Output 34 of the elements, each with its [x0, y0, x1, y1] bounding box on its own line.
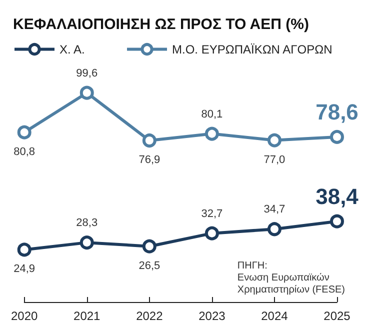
chart-title: ΚΕΦΑΛΑΙΟΠΟΙΗΣΗ ΩΣ ΠΡΟΣ ΤΟ ΑΕΠ (%) [13, 16, 309, 33]
data-label: 24,9 [14, 263, 36, 276]
legend-label: Μ.Ο. ΕΥΡΩΠΑΪΚΩΝ ΑΓΟΡΩΝ [172, 42, 332, 56]
data-label: 99,6 [76, 67, 98, 80]
data-label: 80,1 [201, 108, 223, 120]
x-tick-label: 2022 [136, 309, 164, 323]
point [204, 126, 219, 141]
data-label: 77,0 [264, 154, 286, 166]
point [267, 133, 282, 148]
data-label: 76,9 [138, 154, 160, 166]
point [330, 214, 344, 228]
point [330, 130, 344, 144]
x-tick-label: 2025 [324, 309, 351, 323]
x-tick-label: 2024 [261, 309, 288, 323]
point [142, 239, 156, 254]
x-tick-label: 2023 [198, 309, 226, 323]
data-label: 26,5 [138, 260, 160, 272]
point [80, 86, 94, 100]
data-label: 38,4 [316, 184, 360, 209]
data-label: 80,8 [14, 146, 36, 158]
point [17, 125, 32, 140]
data-label: 78,6 [316, 99, 358, 124]
point [142, 134, 156, 148]
data-label: 32,7 [201, 208, 223, 220]
x-tick-label: 2020 [10, 309, 38, 323]
data-label: 34,7 [264, 204, 286, 216]
point [204, 226, 219, 240]
text: ΠΗΓΗ: Ενωση Ευρωπαϊκών Χρηματιστηρίων (FESE) [237, 260, 345, 296]
x-tick-label: 2021 [74, 309, 101, 323]
point [267, 222, 282, 236]
data-label: 28,3 [76, 217, 98, 230]
point [17, 242, 32, 257]
legend-label: Χ. Α. [60, 42, 85, 56]
point [80, 236, 94, 250]
